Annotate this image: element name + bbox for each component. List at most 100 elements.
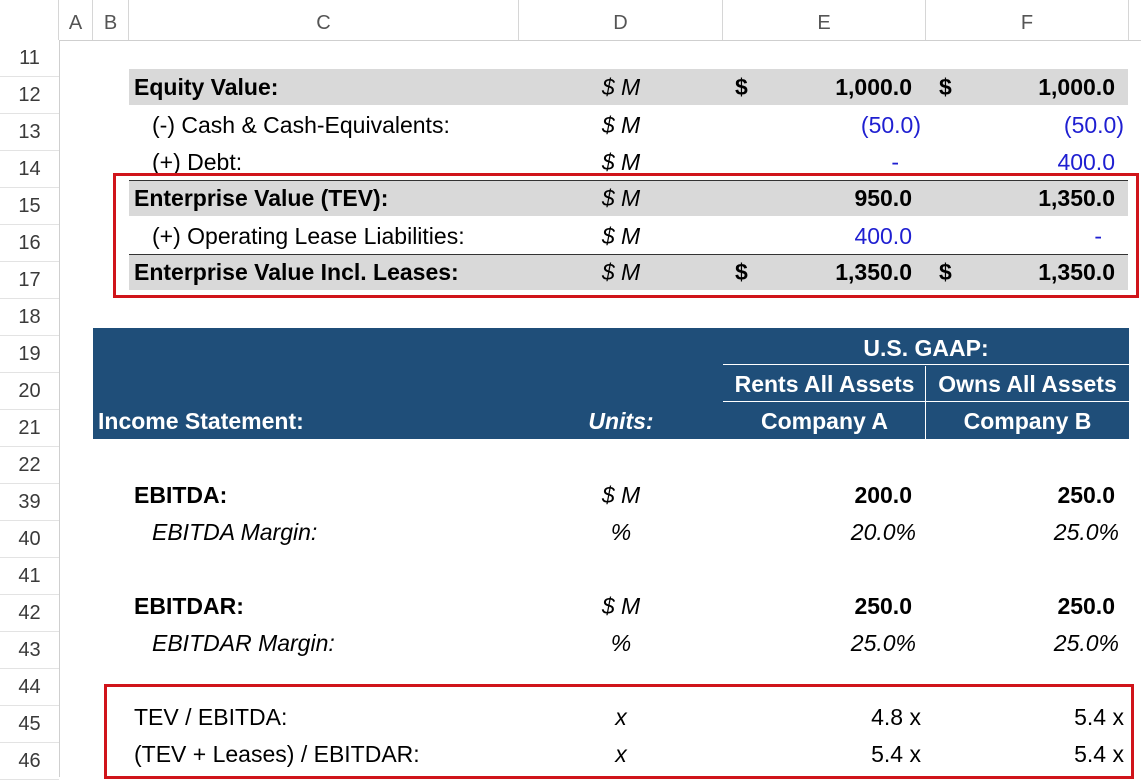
cash-company-b[interactable]: (50.0) xyxy=(1063,112,1124,138)
tev-ebitda-company-a[interactable]: 4.8 x xyxy=(871,704,921,730)
column-header-f[interactable]: F xyxy=(926,0,1129,40)
column-header-e[interactable]: E xyxy=(723,0,926,40)
tev-ebitda-company-b[interactable]: 5.4 x xyxy=(1074,704,1124,730)
desc-underline xyxy=(723,401,1129,402)
row-header[interactable]: 17 xyxy=(0,262,59,299)
column-header-a[interactable]: A xyxy=(59,0,93,40)
ebitdar-margin-company-b[interactable]: 25.0% xyxy=(1053,630,1119,656)
tev-ebitda-label[interactable]: TEV / EBITDA: xyxy=(134,704,288,730)
row-header[interactable]: 15 xyxy=(0,188,59,225)
ebitdar-company-a[interactable]: 250.0 xyxy=(854,593,912,619)
debt-row: (+) Debt: $ M - 400.0 xyxy=(129,144,1128,177)
debt-units[interactable]: $ M xyxy=(601,149,641,175)
row-header[interactable]: 21 xyxy=(0,410,59,447)
tev-incl-leases-company-b[interactable]: 1,350.0 xyxy=(1038,259,1115,285)
ebitdar-label[interactable]: EBITDAR: xyxy=(134,593,244,619)
equity-value-currency-a: $ xyxy=(735,74,748,100)
cash-label[interactable]: (-) Cash & Cash-Equivalents: xyxy=(152,112,450,138)
leases-units[interactable]: $ M xyxy=(601,223,641,249)
equity-value-currency-b: $ xyxy=(939,74,952,100)
column-header-d[interactable]: D xyxy=(519,0,723,40)
row-header[interactable]: 42 xyxy=(0,595,59,632)
ebitda-label[interactable]: EBITDA: xyxy=(134,482,228,508)
tev-highlight-box xyxy=(113,173,1139,298)
tev-top-border xyxy=(129,180,1128,181)
tev-incl-leases-band xyxy=(129,254,1128,290)
row-header[interactable]: 19 xyxy=(0,336,59,373)
debt-label[interactable]: (+) Debt: xyxy=(152,149,243,175)
ebitda-margin-units[interactable]: % xyxy=(610,519,632,545)
tev-incl-leases-currency-b: $ xyxy=(939,259,952,285)
column-header-c[interactable]: C xyxy=(129,0,519,40)
row-header[interactable]: 39 xyxy=(0,484,59,521)
ebitdar-units[interactable]: $ M xyxy=(601,593,641,619)
row-header[interactable]: 22 xyxy=(0,447,59,484)
row-header[interactable]: 13 xyxy=(0,114,59,151)
row-header[interactable]: 41 xyxy=(0,558,59,595)
row-header[interactable]: 45 xyxy=(0,706,59,743)
equity-value-band xyxy=(129,69,1128,105)
gaap-label[interactable]: U.S. GAAP: xyxy=(863,335,989,361)
tev-incl-leases-units[interactable]: $ M xyxy=(601,259,641,285)
col-b-description[interactable]: Owns All Assets xyxy=(938,371,1117,397)
ebitdar-margin-units[interactable]: % xyxy=(610,630,632,656)
ebitda-margin-company-a[interactable]: 20.0% xyxy=(850,519,916,545)
equity-value-company-b[interactable]: 1,000.0 xyxy=(1038,74,1115,100)
col-divider xyxy=(925,366,926,439)
tev-incl-leases-label[interactable]: Enterprise Value Incl. Leases: xyxy=(134,259,459,285)
debt-company-b[interactable]: 400.0 xyxy=(1057,149,1115,175)
ebitdar-margin-company-a[interactable]: 25.0% xyxy=(850,630,916,656)
units-header[interactable]: Units: xyxy=(588,408,654,434)
tev-company-a[interactable]: 950.0 xyxy=(854,185,912,211)
company-a-header[interactable]: Company A xyxy=(761,408,888,434)
multiples-highlight-box xyxy=(104,684,1134,779)
tev-leases-ebitdar-units[interactable]: x xyxy=(615,741,627,767)
income-statement-header xyxy=(93,328,1129,439)
col-a-description[interactable]: Rents All Assets xyxy=(734,371,915,397)
row-header[interactable]: 40 xyxy=(0,521,59,558)
select-all-corner[interactable] xyxy=(0,0,59,40)
tev-company-b[interactable]: 1,350.0 xyxy=(1038,185,1115,211)
tev-leases-ebitdar-company-b[interactable]: 5.4 x xyxy=(1074,741,1124,767)
leases-label[interactable]: (+) Operating Lease Liabilities: xyxy=(152,223,465,249)
tev-ebitda-units[interactable]: x xyxy=(615,704,627,730)
equity-value-company-a[interactable]: 1,000.0 xyxy=(835,74,912,100)
tev-label[interactable]: Enterprise Value (TEV): xyxy=(134,185,389,211)
row-header[interactable]: 14 xyxy=(0,151,59,188)
company-b-header[interactable]: Company B xyxy=(963,408,1092,434)
cash-units[interactable]: $ M xyxy=(601,112,641,138)
tev-leases-ebitdar-label[interactable]: (TEV + Leases) / EBITDAR: xyxy=(134,741,420,767)
equity-value-label[interactable]: Equity Value: xyxy=(134,74,279,100)
ebitda-units[interactable]: $ M xyxy=(601,482,641,508)
row-header[interactable]: 18 xyxy=(0,299,59,336)
row-header[interactable]: 12 xyxy=(0,77,59,114)
tev-leases-top-border xyxy=(129,254,1128,255)
row-header[interactable]: 43 xyxy=(0,632,59,669)
ebitda-company-a[interactable]: 200.0 xyxy=(854,482,912,508)
debt-company-a[interactable]: - xyxy=(891,149,899,175)
leases-company-a[interactable]: 400.0 xyxy=(854,223,912,249)
cash-company-a[interactable]: (50.0) xyxy=(860,112,921,138)
gaap-underline xyxy=(723,364,1129,365)
row-header[interactable]: 44 xyxy=(0,669,59,706)
tev-incl-leases-company-a[interactable]: 1,350.0 xyxy=(835,259,912,285)
ebitdar-company-b[interactable]: 250.0 xyxy=(1057,593,1115,619)
column-header-b[interactable]: B xyxy=(93,0,129,40)
leases-company-b[interactable]: - xyxy=(1094,223,1102,249)
ebitda-margin-label[interactable]: EBITDA Margin: xyxy=(152,519,318,545)
tev-incl-leases-currency-a: $ xyxy=(735,259,748,285)
ebitda-company-b[interactable]: 250.0 xyxy=(1057,482,1115,508)
column-header-g[interactable] xyxy=(1129,0,1141,40)
row-header[interactable]: 11 xyxy=(0,40,59,77)
equity-value-units[interactable]: $ M xyxy=(601,74,641,100)
row-header[interactable]: 20 xyxy=(0,373,59,410)
column-header-bar: A B C D E F xyxy=(0,0,1141,41)
row-header[interactable]: 46 xyxy=(0,743,59,780)
tev-band xyxy=(129,180,1128,216)
ebitda-margin-company-b[interactable]: 25.0% xyxy=(1053,519,1119,545)
ebitdar-margin-label[interactable]: EBITDAR Margin: xyxy=(152,630,335,656)
tev-leases-ebitdar-company-a[interactable]: 5.4 x xyxy=(871,741,921,767)
tev-units[interactable]: $ M xyxy=(601,185,641,211)
row-header[interactable]: 16 xyxy=(0,225,59,262)
income-statement-title[interactable]: Income Statement: xyxy=(98,408,304,434)
